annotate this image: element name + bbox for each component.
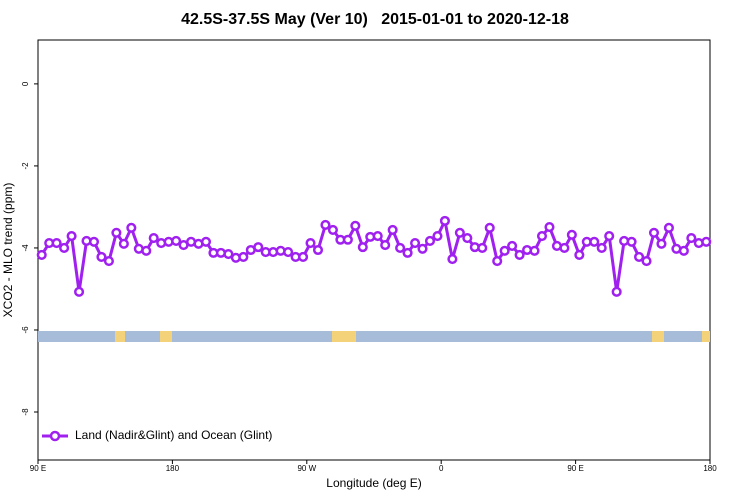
data-point [477,242,488,253]
data-point [432,231,443,242]
data-point [387,224,398,235]
y-tick-label: -6 [21,326,30,334]
data-point [126,222,137,233]
data-point [59,242,70,253]
x-tick-label: 0 [439,464,444,473]
data-point [357,242,368,253]
y-axis-label: XCO2 - MLO trend (ppm) [1,183,15,318]
data-point [559,242,570,253]
chart-title: 42.5S-37.5S May (Ver 10) 2015-01-01 to 2… [181,11,569,28]
data-point [499,245,510,256]
y-tick-label: -8 [21,408,30,416]
data-point [544,221,555,233]
data-point [51,237,62,249]
data-point [305,237,316,249]
data-point [596,242,607,253]
data-point [253,242,264,253]
data-point [350,220,361,231]
data-point [663,222,674,233]
data-point [410,237,421,249]
data-point [611,286,622,297]
x-tick-label: 180 [703,464,717,473]
legend-label: Land (Nadir&Glint) and Ocean (Glint) [75,428,272,442]
series-line [40,219,707,294]
data-point [171,235,182,247]
land-patch [115,331,125,342]
data-point [342,234,353,245]
data-point [66,231,77,242]
data-point [223,249,234,260]
data-point [96,251,107,263]
ocean-band [38,331,710,342]
x-axis-label: Longitude (deg E) [326,476,421,490]
land-patch [702,331,710,342]
data-point [656,238,667,249]
data-point [447,253,458,265]
data-point [74,286,85,297]
land-ocean-strip [38,331,710,342]
data-point [395,242,406,253]
data-point [118,238,129,249]
data-point [312,244,324,256]
data-point [200,236,212,247]
y-tick-label: -2 [21,162,30,170]
y-tick-label: 0 [21,81,30,86]
data-point [514,249,525,260]
data-point [320,219,331,231]
data-point [626,236,637,247]
data-point [238,251,249,263]
x-tick-label: 90 E [567,464,583,473]
x-tick-label: 180 [166,464,180,473]
data-point [641,256,652,267]
data-point [529,245,540,256]
land-patch [652,331,664,342]
y-tick-label: -4 [21,244,30,252]
data-point [507,240,518,251]
data-point [484,222,495,233]
data-point [648,227,660,238]
data-point [454,227,465,238]
data-point [678,245,689,256]
data-point [536,231,548,242]
data-point [492,256,503,267]
legend: Land (Nadir&Glint) and Ocean (Glint) [42,428,272,442]
data-point [686,233,697,244]
data-point [141,245,152,256]
data-point [634,251,645,263]
data-point [402,247,413,258]
data-point [701,236,712,247]
x-tick-label: 90 E [30,464,46,473]
data-point [298,251,309,263]
data-point [566,229,577,240]
legend-marker [49,430,61,442]
data-point [283,247,294,258]
plot-frame [37,39,711,461]
data-point [148,233,159,244]
data-point [424,235,436,247]
data-point [88,236,100,247]
land-patch [160,331,172,342]
data-point [372,231,383,242]
data-point [462,233,473,244]
land-patch [332,331,356,342]
data-point [439,215,450,226]
x-tick-label: 90 W [297,464,316,473]
data-point [111,227,122,238]
data-point [574,249,585,260]
data-point [103,256,114,267]
data-point [417,243,428,254]
data-point [327,224,338,235]
data-point [589,236,600,247]
data-point [604,231,615,242]
data-point [36,249,47,260]
data-point [380,240,391,251]
